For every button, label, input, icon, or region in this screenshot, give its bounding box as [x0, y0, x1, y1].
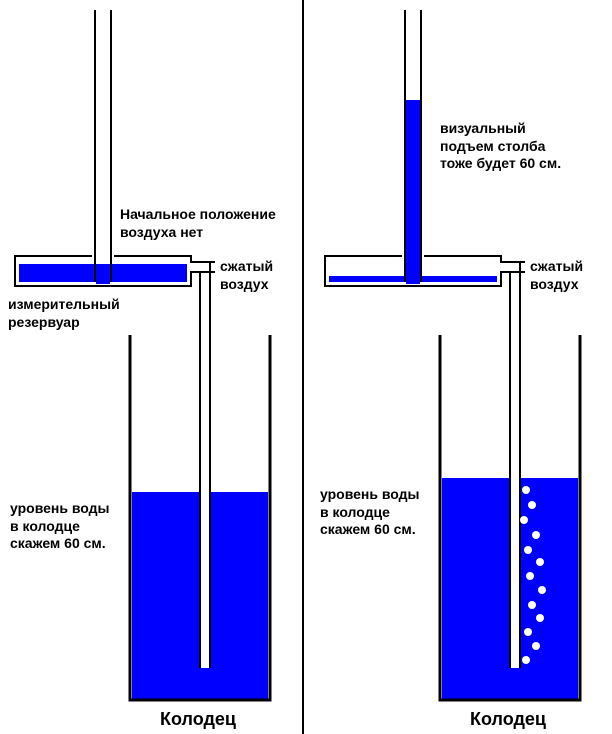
right-label-rise: визуальный подъем столба тоже будет 60 с… — [440, 120, 561, 173]
right-bubble-9 — [536, 614, 544, 622]
right-bubble-0 — [522, 486, 530, 494]
right-label-level: уровень воды в колодце скажем 60 см. — [320, 486, 420, 539]
right-bubble-10 — [524, 628, 532, 636]
right-bubble-1 — [528, 501, 536, 509]
right-bubble-8 — [528, 601, 536, 609]
right-svg — [0, 0, 612, 734]
right-bubble-11 — [532, 642, 540, 650]
right-bubble-12 — [522, 656, 530, 664]
right-bubble-6 — [526, 572, 534, 580]
right-bubble-7 — [538, 586, 546, 594]
right-label-air: сжатый воздух — [530, 258, 583, 293]
right-label-well: Колодец — [470, 708, 546, 731]
right-bubble-5 — [536, 558, 544, 566]
right-riser-water — [406, 100, 420, 284]
right-bubble-2 — [520, 516, 528, 524]
right-bubble-4 — [524, 546, 532, 554]
right-bubble-3 — [532, 531, 540, 539]
right-air-pipe-clear — [510, 478, 520, 668]
